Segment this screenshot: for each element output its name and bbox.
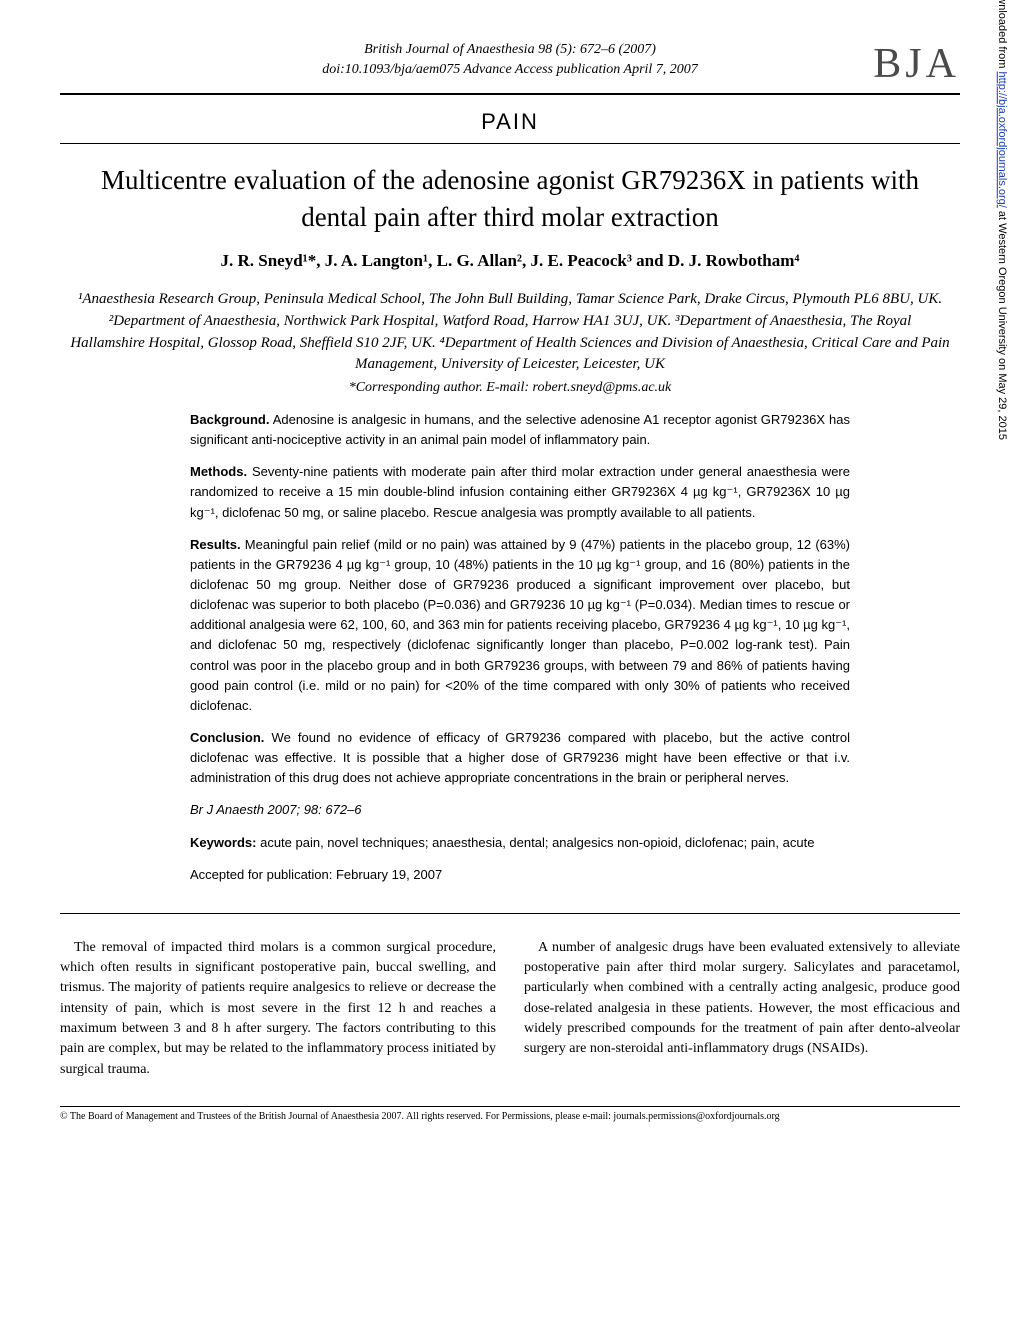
corresponding-author: *Corresponding author. E-mail: robert.sn… [60, 380, 960, 410]
background-text: Adenosine is analgesic in humans, and th… [190, 412, 850, 447]
abstract-results: Results. Meaningful pain relief (mild or… [190, 535, 850, 716]
accepted-line: Accepted for publication: February 19, 2… [190, 865, 850, 885]
abstract-background: Background. Adenosine is analgesic in hu… [190, 410, 850, 450]
methods-label: Methods. [190, 464, 247, 479]
abstract-block: Background. Adenosine is analgesic in hu… [60, 410, 960, 909]
journal-logo: BJA [873, 40, 960, 88]
download-watermark: Downloaded from http://bja.oxfordjournal… [996, 0, 1008, 440]
keywords-line: Keywords: acute pain, novel techniques; … [190, 833, 850, 853]
copyright-line: © The Board of Management and Trustees o… [60, 1107, 960, 1122]
body-left-para: The removal of impacted third molars is … [60, 938, 496, 1080]
affiliations: ¹Anaesthesia Research Group, Peninsula M… [60, 289, 960, 380]
journal-header: British Journal of Anaesthesia 98 (5): 6… [60, 40, 960, 87]
side-link[interactable]: http://bja.oxfordjournals.org/ [996, 72, 1008, 208]
doi-line: doi:10.1093/bja/aem075 Advance Access pu… [60, 60, 960, 80]
results-text: Meaningful pain relief (mild or no pain)… [190, 537, 850, 713]
section-rule [60, 143, 960, 144]
top-rule [60, 93, 960, 95]
left-column: The removal of impacted third molars is … [60, 938, 496, 1080]
side-suffix: at Western Oregon University on May 29, … [996, 208, 1008, 440]
section-name: PAIN [60, 101, 960, 139]
body-right-para: A number of analgesic drugs have been ev… [524, 938, 960, 1060]
conclusion-label: Conclusion. [190, 730, 264, 745]
right-column: A number of analgesic drugs have been ev… [524, 938, 960, 1080]
side-prefix: Downloaded from [996, 0, 1008, 72]
results-label: Results. [190, 537, 241, 552]
authors-line: J. R. Sneyd¹*, J. A. Langton¹, L. G. All… [60, 251, 960, 289]
keywords-label: Keywords: [190, 835, 256, 850]
keywords-text: acute pain, novel techniques; anaesthesi… [260, 835, 814, 850]
citation: Br J Anaesth 2007; 98: 672–6 [190, 800, 850, 820]
methods-text: Seventy-nine patients with moderate pain… [190, 464, 850, 519]
article-title: Multicentre evaluation of the adenosine … [60, 148, 960, 251]
conclusion-text: We found no evidence of efficacy of GR79… [190, 730, 850, 785]
background-label: Background. [190, 412, 269, 427]
abstract-conclusion: Conclusion. We found no evidence of effi… [190, 728, 850, 788]
abstract-methods: Methods. Seventy-nine patients with mode… [190, 462, 850, 522]
abstract-bottom-rule [60, 913, 960, 914]
body-columns: The removal of impacted third molars is … [60, 918, 960, 1080]
journal-line: British Journal of Anaesthesia 98 (5): 6… [60, 40, 960, 60]
